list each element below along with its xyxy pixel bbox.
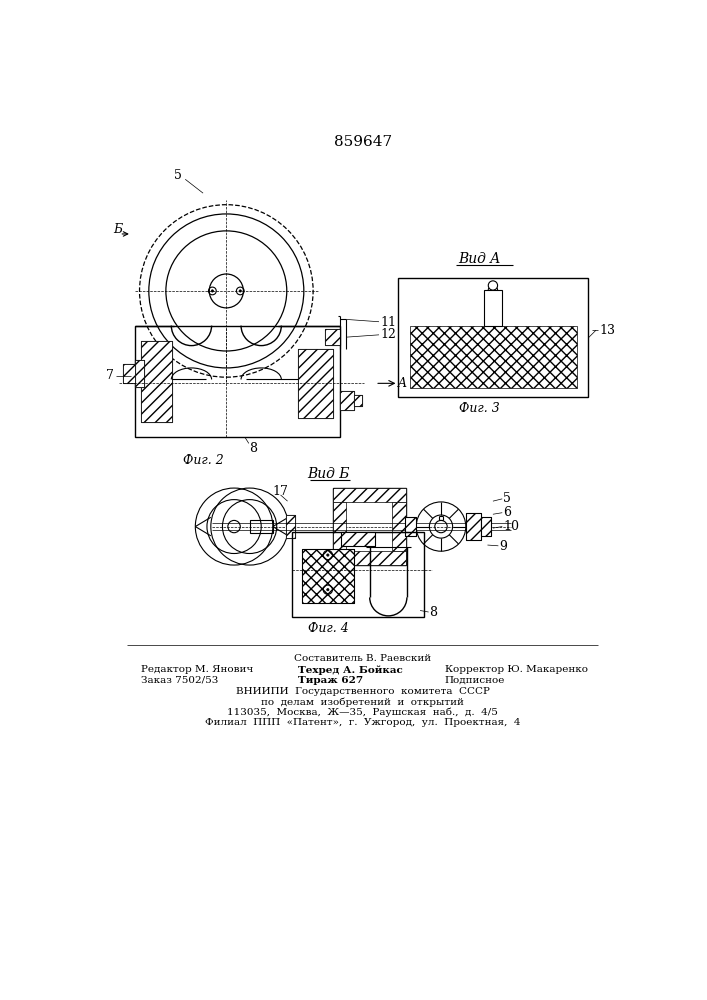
Text: Редактор М. Янович: Редактор М. Янович xyxy=(141,665,253,674)
Bar xyxy=(135,360,144,387)
Bar xyxy=(392,502,406,551)
Circle shape xyxy=(211,290,214,292)
Bar xyxy=(325,329,340,345)
Text: A: A xyxy=(398,377,407,390)
Text: 13: 13 xyxy=(600,324,616,337)
Text: Фиг. 2: Фиг. 2 xyxy=(182,454,223,467)
Text: Фиг. 4: Фиг. 4 xyxy=(308,622,349,635)
Bar xyxy=(298,349,332,418)
Bar xyxy=(340,391,354,410)
Bar xyxy=(332,488,406,565)
Text: Подписное: Подписное xyxy=(445,676,506,685)
Text: 5: 5 xyxy=(173,169,182,182)
Bar xyxy=(354,395,362,406)
Bar xyxy=(404,517,416,536)
Bar xyxy=(135,360,144,387)
Text: 9: 9 xyxy=(499,540,507,553)
Circle shape xyxy=(489,281,498,290)
Text: Техред А. Бойкас: Техред А. Бойкас xyxy=(298,665,402,675)
Text: 859647: 859647 xyxy=(334,135,392,149)
Text: 12: 12 xyxy=(380,328,397,341)
Bar xyxy=(292,532,424,617)
Bar xyxy=(354,395,362,406)
Bar xyxy=(481,517,491,536)
Bar xyxy=(332,488,406,502)
Circle shape xyxy=(327,589,329,591)
Text: 5: 5 xyxy=(503,492,511,505)
Bar xyxy=(135,326,340,437)
Text: 11: 11 xyxy=(380,316,397,329)
Text: Фиг. 3: Фиг. 3 xyxy=(460,402,500,415)
Text: Филиал  ППП  «Патент»,  г.  Ужгород,  ул.  Проектная,  4: Филиал ППП «Патент», г. Ужгород, ул. Про… xyxy=(205,718,520,727)
Bar xyxy=(123,364,135,383)
Bar xyxy=(398,278,588,397)
Text: 8: 8 xyxy=(249,442,257,455)
Bar xyxy=(141,341,172,422)
Bar xyxy=(341,532,375,546)
Text: по  делам  изобретений  и  открытий: по делам изобретений и открытий xyxy=(262,698,464,707)
Text: 113035,  Москва,  Ж—35,  Раушская  наб.,  д.  4/5: 113035, Москва, Ж—35, Раушская наб., д. … xyxy=(227,708,498,717)
Text: Б: Б xyxy=(113,223,122,236)
Text: ВНИИПИ  Государственного  комитета  СССР: ВНИИПИ Государственного комитета СССР xyxy=(236,687,490,696)
Bar xyxy=(286,515,296,538)
Text: Корректор Ю. Макаренко: Корректор Ю. Макаренко xyxy=(445,665,588,674)
Bar xyxy=(466,513,481,540)
Bar xyxy=(141,341,172,422)
Text: Вид Б: Вид Б xyxy=(308,467,350,481)
Text: 8: 8 xyxy=(429,606,438,619)
Bar xyxy=(404,517,416,536)
Text: 17: 17 xyxy=(273,485,288,498)
Bar xyxy=(340,391,354,410)
Bar xyxy=(466,513,481,540)
Circle shape xyxy=(327,554,329,556)
Bar xyxy=(484,290,502,326)
Bar xyxy=(332,551,406,565)
Bar xyxy=(123,364,135,383)
Text: 10: 10 xyxy=(503,520,519,533)
Text: Вид A: Вид A xyxy=(459,252,501,266)
Bar xyxy=(298,349,332,418)
Bar xyxy=(301,549,354,603)
Bar xyxy=(332,502,346,551)
Bar xyxy=(481,517,491,536)
Bar xyxy=(410,326,577,388)
Bar xyxy=(341,532,375,546)
Bar xyxy=(250,520,273,533)
Circle shape xyxy=(239,290,241,292)
Text: 6: 6 xyxy=(503,506,511,519)
Bar xyxy=(301,549,354,603)
Text: Заказ 7502/53: Заказ 7502/53 xyxy=(141,676,218,685)
Bar xyxy=(325,329,340,345)
Text: 7: 7 xyxy=(106,369,114,382)
Text: Тираж 627: Тираж 627 xyxy=(298,676,363,685)
Bar xyxy=(286,515,296,538)
Text: Составитель В. Раевский: Составитель В. Раевский xyxy=(294,654,431,663)
